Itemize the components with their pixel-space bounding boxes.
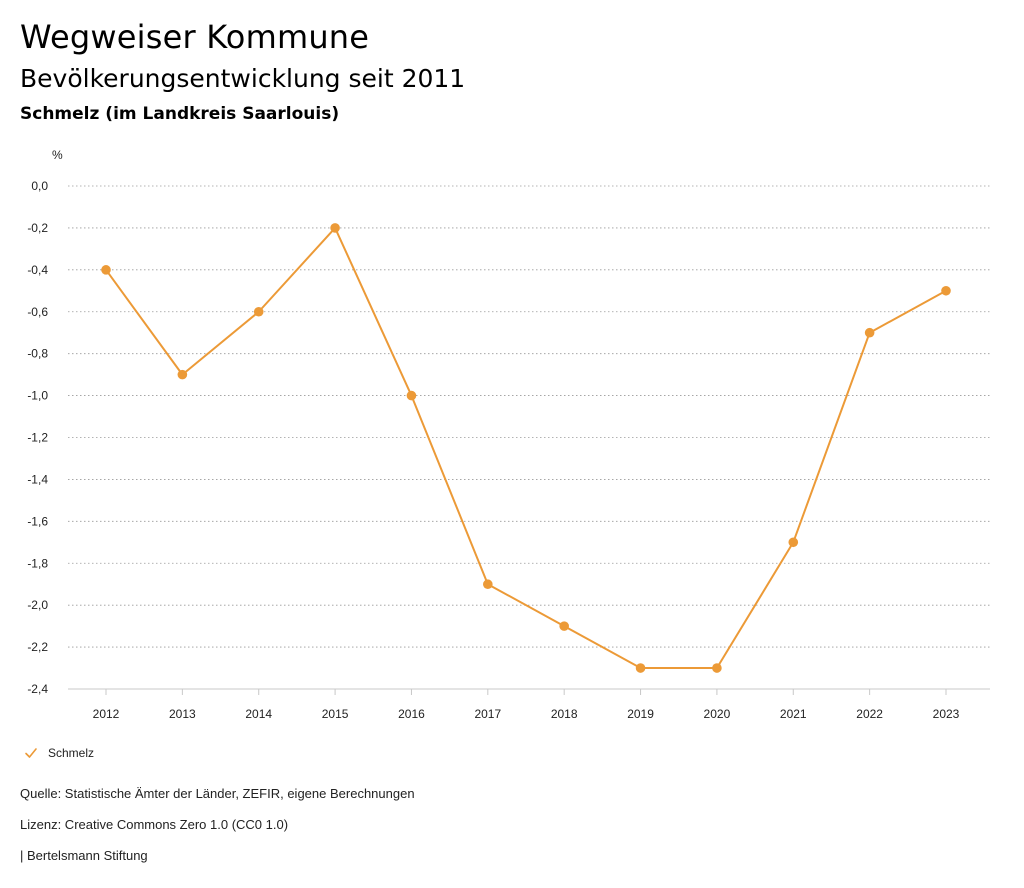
source-note: Quelle: Statistische Ämter der Länder, Z… xyxy=(20,786,415,801)
y-tick-label: -0,4 xyxy=(27,263,48,277)
y-axis: % 0,0 -0,2 -0,4 -0,6 -0,8 -1,0 -1,2 -1,4 -1,6 -1,8… xyxy=(27,148,63,696)
data-point xyxy=(330,223,340,233)
data-point xyxy=(941,285,951,296)
data-point xyxy=(177,369,188,380)
license-note: Lizenz: Creative Commons Zero 1.0 (CC0 1… xyxy=(20,817,289,832)
legend-label: Schmelz xyxy=(48,746,95,760)
chart-subtitle: Bevölkerungsentwicklung seit 2011 xyxy=(20,64,466,93)
x-tick-label: 2023 xyxy=(933,707,960,721)
x-tick-label: 2014 xyxy=(245,707,272,721)
y-tick-label: -1,2 xyxy=(27,431,48,445)
y-tick-label: -1,0 xyxy=(27,389,48,403)
x-axis: 2012 2013 2014 2015 2016 2017 2018 2019 2020 2021… xyxy=(68,688,990,721)
brand-note: | Bertelsmann Stiftung xyxy=(20,848,148,863)
y-axis-unit: % xyxy=(52,148,63,162)
y-tick-label: 0,0 xyxy=(31,179,48,193)
check-icon xyxy=(25,748,37,758)
page-title: Wegweiser Kommune xyxy=(20,18,370,56)
region-label: Schmelz (im Landkreis Saarlouis) xyxy=(20,104,340,124)
y-tick-label: -0,6 xyxy=(27,305,48,319)
x-tick-label: 2020 xyxy=(704,707,731,721)
data-point xyxy=(635,663,646,673)
data-point xyxy=(559,621,569,631)
legend[interactable]: Schmelz xyxy=(22,744,94,762)
y-tick-label: -2,4 xyxy=(27,682,48,696)
x-tick-label: 2016 xyxy=(398,707,425,721)
y-tick-label: -1,6 xyxy=(27,514,48,528)
x-tick-label: 2022 xyxy=(856,707,883,721)
data-point xyxy=(406,390,417,401)
y-tick-label: -1,8 xyxy=(27,556,48,570)
data-point xyxy=(483,579,493,590)
data-point xyxy=(101,265,111,275)
data-point xyxy=(712,663,722,673)
data-point xyxy=(864,327,875,338)
data-point xyxy=(253,306,264,317)
series-line xyxy=(105,226,947,670)
y-tick-label: -0,8 xyxy=(27,347,48,361)
x-tick-label: 2012 xyxy=(93,707,120,721)
y-tick-label: -0,2 xyxy=(27,221,48,235)
x-tick-label: 2015 xyxy=(322,707,349,721)
series-schmelz xyxy=(101,223,951,673)
y-tick-label: -1,4 xyxy=(27,472,48,486)
x-tick-label: 2018 xyxy=(551,707,578,721)
line-chart: % 0,0 -0,2 -0,4 -0,6 -0,8 -1,0 -1,2 -1,4 -1,6 -1,8… xyxy=(27,148,990,721)
x-tick-label: 2021 xyxy=(780,707,807,721)
y-tick-label: -2,2 xyxy=(27,640,48,654)
grid-lines xyxy=(68,185,990,690)
x-tick-label: 2013 xyxy=(169,707,196,721)
y-tick-label: -2,0 xyxy=(27,598,48,612)
data-point xyxy=(788,537,799,548)
x-tick-label: 2017 xyxy=(474,707,501,721)
x-tick-label: 2019 xyxy=(627,707,654,721)
